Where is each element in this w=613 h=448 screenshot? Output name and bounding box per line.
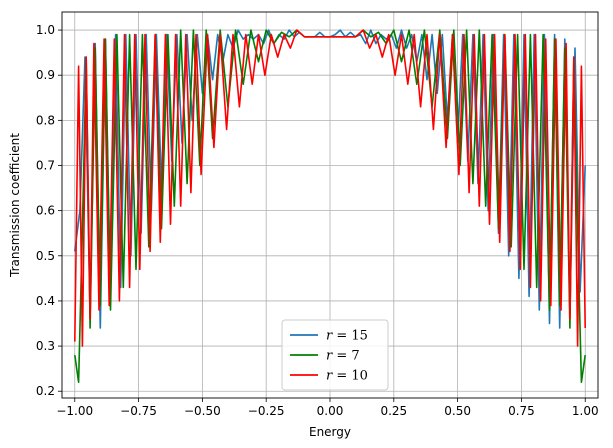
x-tick-label: 0.50 (444, 404, 471, 418)
y-tick-label: 0.2 (36, 384, 55, 398)
x-tick-label: −0.75 (120, 404, 157, 418)
x-tick-label: −0.50 (184, 404, 221, 418)
legend-value: = 15 (332, 329, 368, 344)
legend-label: r = 10 (326, 369, 368, 384)
y-axis-ticks: 0.2 0.3 0.4 0.5 0.6 0.7 0.8 0.9 1.0 (36, 23, 62, 398)
y-tick-label: 0.5 (36, 249, 55, 263)
y-tick-label: 0.6 (36, 204, 55, 218)
legend-value: = 10 (332, 369, 368, 384)
y-tick-label: 0.7 (36, 158, 55, 172)
legend-value: = 7 (332, 349, 359, 364)
series-line-2 (74, 29, 586, 347)
x-tick-label: −0.25 (248, 404, 285, 418)
legend-variable: r (326, 329, 333, 344)
x-tick-label: 0.00 (317, 404, 344, 418)
y-tick-label: 0.8 (36, 113, 55, 127)
x-tick-label: 0.25 (380, 404, 407, 418)
series-lines (74, 29, 586, 384)
x-tick-label: −1.00 (56, 404, 93, 418)
x-tick-label: 0.75 (508, 404, 535, 418)
x-axis-label: Energy (309, 425, 351, 439)
y-axis-label: Transmission coefficient (8, 133, 22, 278)
legend-variable: r (326, 349, 333, 364)
x-axis-ticks: −1.00 −0.75 −0.50 −0.25 0.00 0.25 0.50 0.75 1.00 (56, 398, 599, 418)
legend: r = 15r = 7r = 10 (281, 319, 389, 391)
y-tick-label: 1.0 (36, 23, 55, 37)
x-tick-label: 1.00 (572, 404, 599, 418)
legend-variable: r (326, 369, 333, 384)
y-tick-label: 0.9 (36, 68, 55, 82)
legend-box (281, 319, 389, 391)
y-tick-label: 0.4 (36, 294, 55, 308)
legend-label: r = 15 (326, 329, 368, 344)
legend-label: r = 7 (326, 349, 360, 364)
y-tick-label: 0.3 (36, 339, 55, 353)
